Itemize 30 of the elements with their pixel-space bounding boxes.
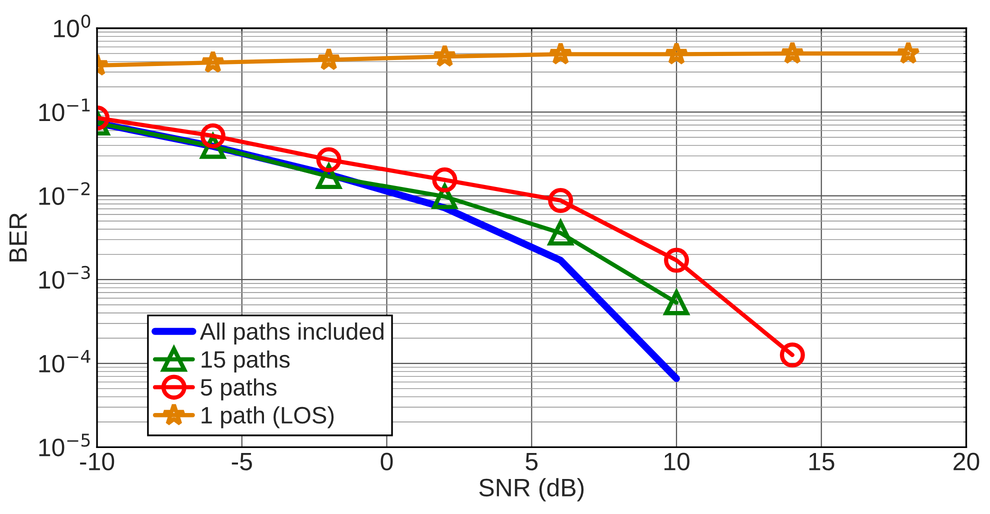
y-axis-title: BER bbox=[9, 213, 27, 262]
x-tick-label: 10 bbox=[664, 452, 690, 470]
point bbox=[200, 123, 226, 148]
x-tick-label: 5 bbox=[526, 452, 538, 470]
legend-label: 5 paths bbox=[200, 378, 276, 400]
x-tick-label: 20 bbox=[954, 452, 980, 470]
point bbox=[896, 40, 920, 64]
x-axis-title: SNR (dB) bbox=[479, 478, 584, 502]
point bbox=[548, 188, 574, 213]
point bbox=[200, 50, 225, 74]
y-tick-label: 10$^{0}$ bbox=[54, 14, 90, 38]
point bbox=[548, 42, 573, 65]
point bbox=[664, 248, 689, 273]
x-tick-label: 15 bbox=[809, 452, 834, 470]
y-tick-label: 10$^{−2}$ bbox=[39, 182, 90, 205]
x-tick-label: -5 bbox=[232, 452, 252, 470]
point bbox=[664, 42, 688, 65]
point bbox=[316, 47, 341, 70]
legend-label: 15 paths bbox=[202, 350, 290, 372]
point bbox=[780, 40, 804, 64]
point bbox=[432, 44, 457, 68]
y-tick-label: 10$^{−1}$ bbox=[39, 98, 90, 122]
legend-label: All paths included bbox=[200, 322, 384, 345]
point bbox=[432, 167, 458, 192]
x-tick-label: 0 bbox=[380, 452, 393, 470]
point bbox=[780, 342, 805, 368]
legend-label: 1 path (LOS) bbox=[202, 406, 334, 428]
y-tick-label: 10$^{−3}$ bbox=[39, 266, 90, 289]
point bbox=[316, 147, 342, 172]
y-tick-label: 10$^{−4}$ bbox=[39, 350, 90, 373]
